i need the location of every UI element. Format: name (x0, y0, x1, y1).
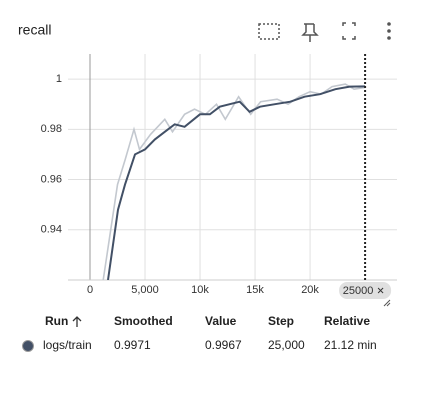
toolbar (258, 22, 356, 42)
column-header: Step (268, 314, 294, 328)
fit-icon[interactable] (258, 23, 280, 40)
x-tick-label: 20k (301, 284, 319, 296)
pin-icon[interactable] (301, 23, 319, 42)
series-line (107, 85, 366, 280)
column-header: Relative (324, 314, 370, 328)
cell: 25,000 (268, 338, 305, 352)
resize-handle[interactable] (383, 299, 391, 307)
cell: logs/train (43, 338, 92, 352)
dot (387, 36, 391, 40)
column-header: Smoothed (114, 314, 173, 328)
sort-icon[interactable] (72, 316, 82, 327)
y-tick-label: 0.98 (41, 123, 62, 135)
column-header: Run (45, 314, 68, 328)
x-tick-label: 10k (191, 284, 209, 296)
cell: 21.12 min (324, 338, 377, 352)
y-tick-label: 0.96 (41, 173, 62, 185)
y-tick-label: 0.94 (41, 224, 62, 236)
grid (68, 54, 397, 281)
cursor-close (377, 287, 384, 294)
y-tick-label: 1 (56, 73, 62, 85)
card-title: recall (18, 22, 51, 38)
labels: 0.94 0.96 0.98 1 0 5,000 10k 15k 20k 25000 (41, 73, 392, 299)
x-tick-label: 0 (87, 284, 93, 296)
x-tick-label: 15k (246, 284, 264, 296)
cursor-label: 25000 (343, 285, 374, 297)
data-table: Run Smoothed Value Step Relative logs/train 0.… (22, 314, 377, 352)
cell: 0.9971 (114, 338, 151, 352)
dot (387, 22, 391, 26)
menu-icon[interactable] (387, 22, 391, 40)
x-tick-label: 5,000 (131, 284, 159, 296)
run-color (22, 340, 34, 352)
cell: 0.9967 (205, 338, 242, 352)
fullscreen-icon[interactable] (342, 22, 356, 40)
cursor-badge (339, 282, 392, 299)
plot (102, 54, 367, 280)
dot (387, 29, 391, 33)
column-header: Value (205, 314, 237, 328)
